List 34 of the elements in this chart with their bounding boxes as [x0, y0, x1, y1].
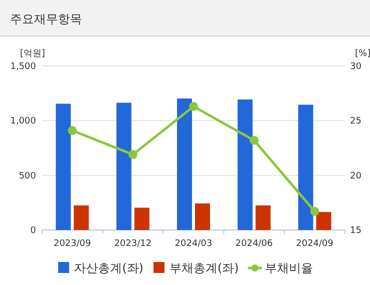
point [68, 126, 77, 136]
bar [177, 98, 192, 230]
bar [238, 99, 253, 230]
x-tick-label: 2024/09 [296, 239, 334, 249]
bar [134, 208, 150, 230]
legend-label: 자산총계(좌) [74, 261, 144, 275]
bar [116, 102, 132, 230]
chart-title: 주요재무항목 [10, 12, 82, 26]
legend-label: 부채총계(좌) [170, 261, 239, 275]
y2-tick-label: 30 [350, 62, 362, 72]
bar [298, 104, 314, 230]
point [128, 150, 138, 160]
bar [56, 104, 71, 230]
x-tick-label: 2023/12 [114, 239, 152, 249]
point [189, 102, 198, 111]
bar [195, 203, 210, 230]
bar [256, 205, 271, 230]
point [310, 206, 320, 216]
x-tick-label: 2024/06 [235, 239, 274, 249]
y-axis-title: [억원] [20, 49, 46, 59]
y2-tick-label: 15 [350, 226, 362, 236]
legend-label: 부채비율 [264, 261, 313, 275]
y2-tick-label: 25 [350, 116, 362, 127]
x-tick-label: 2024/03 [174, 239, 212, 249]
y-tick-label: 1,500 [10, 62, 36, 72]
y-tick-label: 500 [18, 171, 36, 182]
bar [74, 205, 89, 230]
y2-axis-title: [%] [355, 49, 370, 59]
point [250, 136, 259, 145]
y2-tick-label: 20 [350, 171, 362, 182]
bar [316, 212, 332, 230]
y-tick-label: 0 [30, 226, 36, 236]
x-tick-label: 2023/09 [54, 239, 92, 249]
y-tick-label: 1,000 [10, 116, 36, 127]
